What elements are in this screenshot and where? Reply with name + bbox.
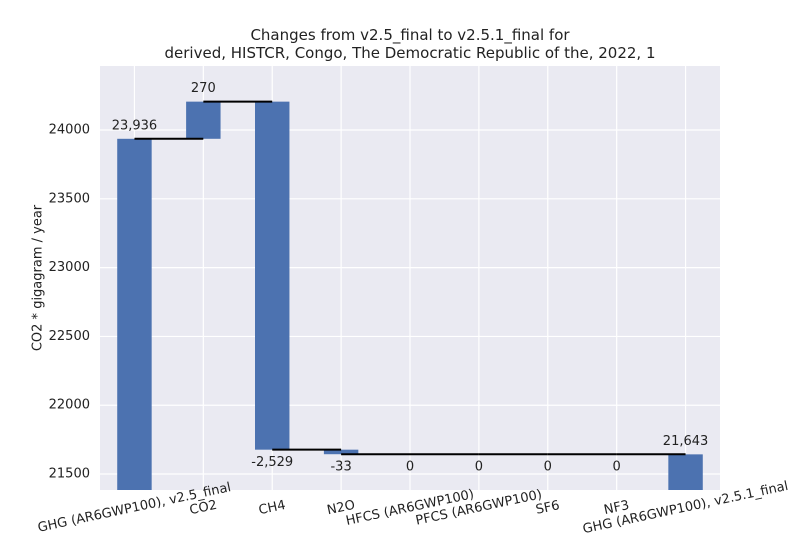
bar	[255, 101, 290, 450]
value-label: 23,936	[112, 118, 158, 133]
x-tick-label: CO2	[188, 498, 218, 518]
y-tick-label: 23000	[49, 260, 90, 275]
value-label: 0	[613, 460, 621, 475]
chart-title: Changes from v2.5_final to v2.5.1_final …	[165, 26, 656, 62]
y-axis-label: CO2 * gigagram / year	[31, 204, 46, 351]
x-tick-label: CH4	[257, 498, 287, 518]
x-tick-label: NF3	[603, 498, 631, 518]
x-tick-label: SF6	[534, 498, 561, 518]
value-label: -2,529	[251, 455, 293, 470]
y-tick-label: 23500	[49, 191, 90, 206]
plot-layer	[100, 66, 720, 490]
value-label: 0	[544, 460, 552, 475]
bar	[117, 138, 152, 490]
x-tick-label: N2O	[326, 498, 357, 519]
value-label: 0	[475, 460, 483, 475]
value-label: 0	[406, 460, 414, 475]
bar	[668, 454, 703, 490]
bar	[186, 101, 221, 139]
y-tick-label: 21500	[49, 467, 90, 482]
value-label: -33	[330, 460, 351, 475]
value-label: 270	[191, 81, 216, 96]
value-label: 21,643	[663, 434, 709, 449]
y-tick-label: 24000	[49, 122, 90, 137]
y-tick-label: 22500	[49, 329, 90, 344]
bar	[323, 449, 359, 455]
y-tick-label: 22000	[49, 398, 90, 413]
